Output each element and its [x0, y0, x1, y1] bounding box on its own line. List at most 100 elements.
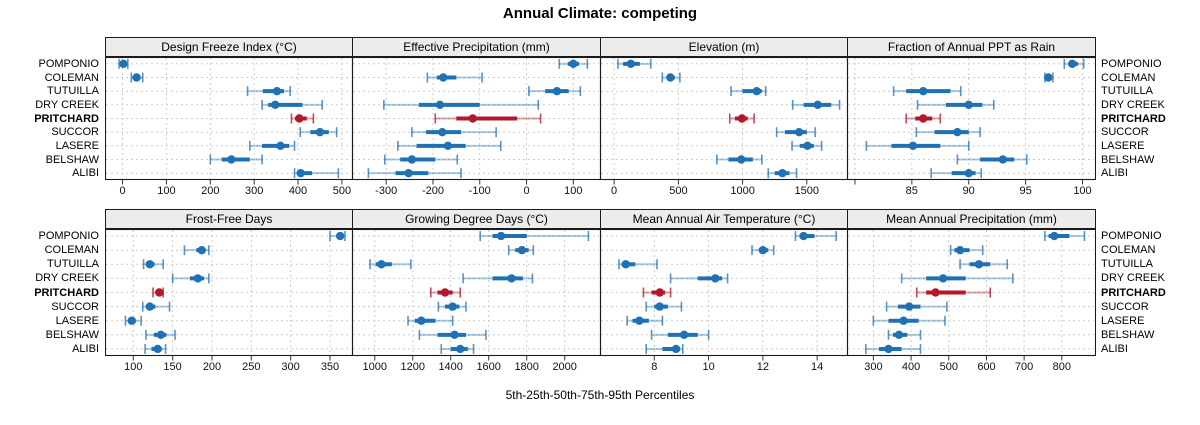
median-dot: [908, 141, 918, 151]
median-dot: [1050, 231, 1059, 241]
percentile-marker-lasere: [248, 140, 296, 151]
axis-tick-label: 700: [1014, 361, 1034, 373]
site-label-right-pomponio: POMPONIO: [1101, 57, 1162, 70]
panel-border: [846, 229, 1096, 357]
median-dot: [156, 330, 166, 340]
panel-frost-free-days: [105, 229, 354, 361]
percentile-marker-dry-creek: [916, 99, 995, 110]
median-dot: [468, 114, 477, 123]
site-label-left-pritchard: PRITCHARD: [34, 112, 99, 125]
site-label-right-pritchard: PRITCHARD: [1101, 112, 1166, 125]
median-dot: [153, 344, 162, 354]
axis-tick-label: 1400: [438, 361, 463, 373]
percentile-marker-pritchard: [728, 113, 755, 124]
percentile-marker-tutuilla: [618, 259, 658, 270]
panel-effective-precipitation-mm-: [351, 57, 602, 185]
percentile-marker-succor: [437, 301, 467, 312]
median-dot: [904, 302, 914, 311]
site-label-left-succor: SUCCOR: [51, 300, 99, 313]
percentile-marker-lasere: [124, 315, 142, 326]
site-label-right-tutuilla: TUTUILLA: [1101, 258, 1153, 271]
axis-tick-label: 200: [201, 185, 220, 197]
panel-band-1: [105, 229, 1096, 361]
percentile-marker-tutuilla: [959, 259, 1008, 270]
percentile-marker-tutuilla: [142, 259, 165, 270]
axis-tick-label: 100: [124, 361, 143, 373]
percentile-axis-caption: 5th-25th-50th-75th-95th Percentiles: [505, 388, 695, 402]
median-dot: [439, 73, 448, 82]
site-label-left-lasere: LASERE: [55, 139, 99, 152]
site-label-right-alibi: ALIBI: [1101, 342, 1128, 355]
axis-tick-label: 10: [702, 361, 715, 373]
percentile-marker-pomponio: [479, 231, 590, 242]
percentile-marker-lasere: [865, 140, 970, 151]
site-label-right-coleman: COLEMAN: [1101, 244, 1156, 257]
percentile-marker-tutuilla: [528, 86, 582, 97]
axis-tick-label: -200: [421, 185, 445, 197]
site-label-left-succor: SUCCOR: [51, 126, 99, 139]
median-dot: [456, 344, 465, 354]
percentile-marker-alibi: [440, 343, 475, 354]
median-dot: [884, 344, 893, 354]
axis-tick-label: 500: [669, 185, 688, 197]
median-dot: [964, 100, 973, 110]
axis-tick-label: 400: [901, 361, 921, 373]
median-dot: [407, 155, 417, 164]
axis-tick-label: 90: [962, 185, 975, 197]
axis-tick-label: 300: [245, 185, 264, 197]
percentile-marker-pritchard: [290, 113, 315, 124]
median-dot: [276, 141, 285, 151]
chart-title: Annual Climate: competing: [502, 5, 698, 22]
axis-tick-label: 600: [977, 361, 996, 373]
percentile-marker-pomponio: [1063, 58, 1085, 69]
percentile-marker-coleman: [1044, 72, 1054, 83]
site-label-left-dry-creek: DRY CREEK: [35, 98, 99, 111]
site-label-left-pomponio: POMPONIO: [38, 230, 99, 243]
percentile-marker-coleman: [661, 72, 681, 83]
axis-tick-label: 500: [939, 361, 958, 373]
median-dot: [1044, 73, 1053, 82]
axis-tick-label: 1500: [794, 185, 820, 197]
axis-tick-label: 1000: [730, 185, 755, 197]
percentile-marker-lasere: [407, 315, 454, 326]
percentile-marker-lasere: [397, 140, 502, 151]
percentile-marker-tutuilla: [369, 259, 412, 270]
percentile-marker-belshaw: [383, 154, 459, 165]
median-dot: [271, 100, 280, 110]
percentile-marker-pritchard: [434, 113, 542, 124]
median-dot: [438, 127, 447, 137]
median-dot: [155, 288, 164, 297]
site-label-right-pritchard: PRITCHARD: [1101, 286, 1166, 299]
median-dot: [295, 114, 304, 123]
percentile-marker-coleman: [507, 245, 535, 256]
median-dot: [193, 274, 203, 283]
site-label-left-alibi: ALIBI: [72, 167, 99, 180]
site-label-left-tutuilla: TUTUILLA: [47, 258, 99, 271]
panel-elevation-m-: [599, 57, 849, 185]
percentile-marker-pritchard: [642, 287, 672, 298]
percentile-marker-coleman: [183, 245, 210, 256]
percentile-marker-pomponio: [118, 58, 129, 69]
median-dot: [655, 302, 664, 311]
percentile-marker-alibi: [930, 168, 983, 179]
percentile-marker-lasere: [626, 315, 664, 326]
median-dot: [737, 114, 747, 123]
percentile-marker-dry-creek: [462, 273, 534, 284]
median-dot: [119, 59, 128, 69]
panel-header-fraction-of-annual-ppt-as-rain: Fraction of Annual PPT as Rain: [847, 37, 1096, 57]
median-dot: [894, 330, 904, 340]
axis-tick-label: 1600: [476, 361, 501, 373]
median-dot: [336, 231, 345, 241]
percentile-marker-coleman: [130, 72, 144, 83]
percentile-marker-succor: [141, 301, 171, 312]
median-dot: [671, 344, 681, 354]
percentile-marker-dry-creek: [669, 273, 729, 284]
percentile-marker-succor: [775, 127, 816, 138]
axis-tick-label: 250: [242, 361, 261, 373]
percentile-marker-pritchard: [905, 113, 942, 124]
median-dot: [496, 231, 506, 241]
site-label-left-tutuilla: TUTUILLA: [47, 85, 99, 98]
panel-header-mean-annual-precipitation-mm-: Mean Annual Precipitation (mm): [847, 209, 1096, 229]
percentile-marker-tutuilla: [892, 86, 962, 97]
axis-tick-label: 8: [651, 361, 658, 373]
